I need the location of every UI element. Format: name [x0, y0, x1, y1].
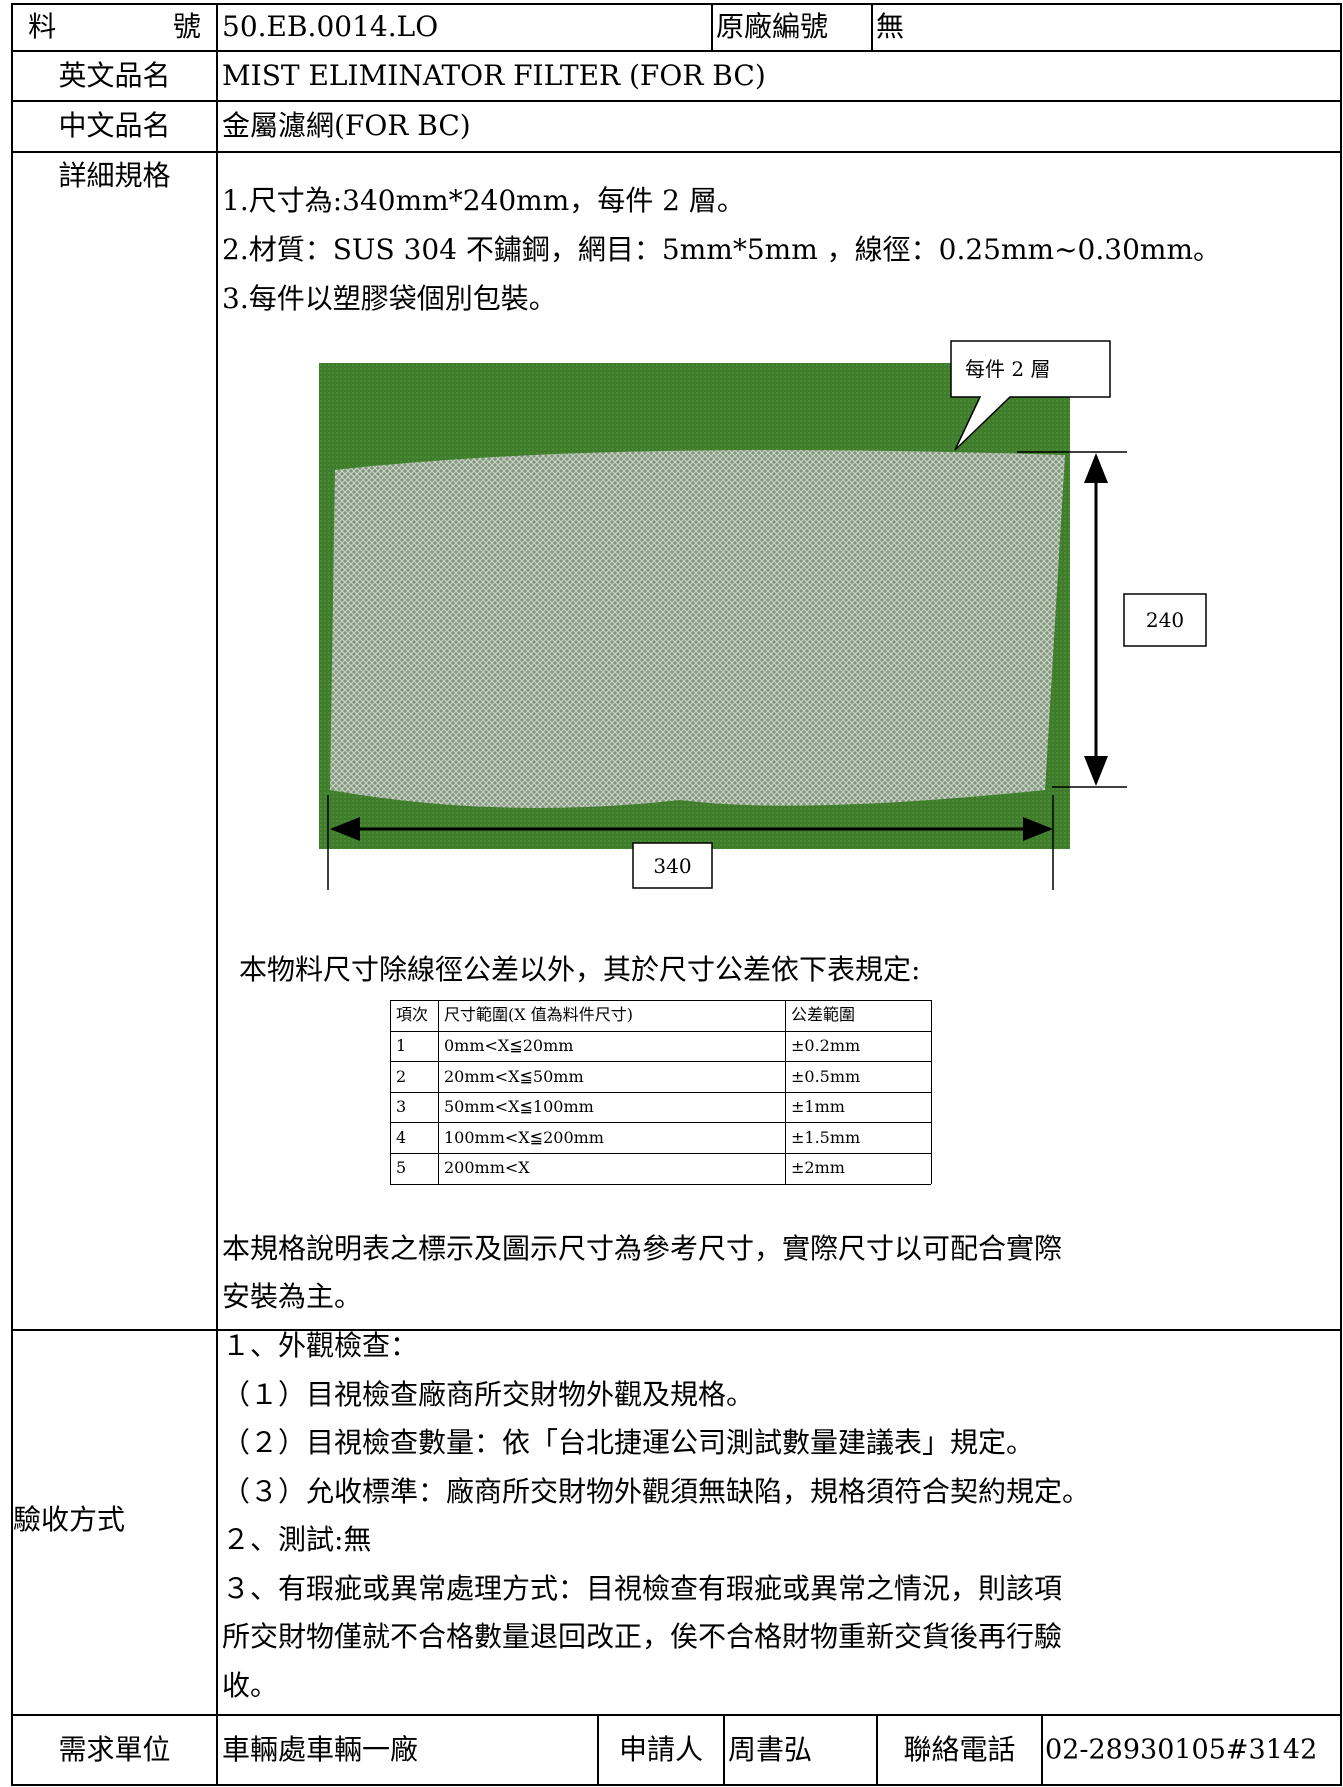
rule — [390, 1183, 931, 1185]
spec-line: 2.材質：SUS 304 不鏽鋼，網目：5mm*5mm ，線徑：0.25mm~0… — [222, 233, 1222, 266]
value: MIST ELIMINATOR FILTER (FOR BC) — [222, 59, 766, 92]
value: 周書弘 — [728, 1733, 813, 1766]
note: 安裝為主。 — [222, 1280, 363, 1313]
dimension-label: 340 — [653, 854, 692, 878]
rule — [11, 50, 1341, 52]
rule — [390, 1122, 931, 1124]
rule — [11, 1329, 1341, 1331]
value: 50.EB.0014.LO — [222, 10, 439, 43]
value: 02-28930105#3142 — [1045, 1734, 1318, 1766]
rule — [785, 1000, 786, 1184]
rule — [723, 1714, 725, 1786]
rule — [11, 3, 13, 1786]
acceptance-line: （２）目視檢查數量：依「台北捷運公司測試數量建議表」規定。 — [222, 1426, 1035, 1459]
label: 原廠編號 — [716, 10, 829, 43]
table-cell: 2 — [396, 1066, 407, 1086]
rule — [11, 1784, 1341, 1786]
text: 本物料尺寸除線徑公差以外，其於尺寸公差依下表規定: — [239, 953, 921, 986]
acceptance-line: ３、有瑕疵或異常處理方式：目視檢查有瑕疵或異常之情況，則該項 — [222, 1571, 1063, 1605]
spec-line: 3.每件以塑膠袋個別包裝。 — [222, 282, 557, 315]
rule — [711, 3, 713, 50]
label: 詳細規格 — [58, 159, 171, 192]
rule — [11, 100, 1341, 102]
rule — [597, 1714, 599, 1786]
table-header: 尺寸範圍(X 值為料件尺寸) — [444, 1005, 633, 1025]
table-cell: 100mm<X≦200mm — [444, 1127, 604, 1147]
label: 申請人 — [618, 1733, 703, 1766]
value: 車輛處車輛一廠 — [222, 1733, 419, 1766]
rule — [11, 1714, 1341, 1716]
acceptance-line: 所交財物僅就不合格數量退回改正，俟不合格財物重新交貨後再行驗 — [222, 1620, 1063, 1653]
table-cell: ±0.5mm — [791, 1066, 861, 1086]
table-cell: ±1mm — [791, 1097, 845, 1117]
table-cell: 4 — [396, 1127, 407, 1147]
table-cell: 200mm<X — [444, 1158, 530, 1178]
label: 料 號 — [28, 10, 201, 43]
acceptance-line: １、外觀檢查： — [222, 1329, 419, 1362]
table-cell: ±2mm — [791, 1158, 845, 1178]
value: 金屬濾網(FOR BC) — [222, 109, 471, 142]
dimension-label: 240 — [1145, 608, 1185, 632]
label: 驗收方式 — [13, 1503, 126, 1536]
rule — [438, 1000, 439, 1184]
rule — [390, 1153, 931, 1154]
value: 無 — [876, 10, 905, 43]
table-cell: 0mm<X≦20mm — [444, 1035, 574, 1055]
rule — [876, 1714, 878, 1786]
table-cell: 5 — [396, 1158, 407, 1178]
rule — [216, 3, 218, 1786]
table-cell: 20mm<X≦50mm — [444, 1066, 584, 1086]
label: 聯絡電話 — [903, 1733, 1016, 1766]
rule — [1340, 3, 1342, 1786]
table-cell: 50mm<X≦100mm — [444, 1097, 594, 1117]
rule — [931, 1000, 932, 1184]
table-header: 公差範圍 — [791, 1005, 856, 1025]
table-cell: 3 — [396, 1097, 407, 1117]
rule — [11, 3, 1341, 5]
rule — [390, 1030, 931, 1032]
rule — [390, 1091, 931, 1093]
table-cell: ±0.2mm — [791, 1035, 861, 1055]
rule — [871, 3, 873, 50]
rule — [11, 151, 1341, 153]
table-cell: 1 — [396, 1035, 407, 1055]
acceptance-line: ２、測試:無 — [222, 1523, 372, 1556]
label: 中文品名 — [58, 109, 171, 142]
rule — [390, 1000, 391, 1184]
spec-line: 1.尺寸為:340mm*240mm，每件 2 層。 — [222, 184, 745, 217]
table-cell: ±1.5mm — [791, 1127, 861, 1147]
acceptance-line: （３）允收標準：廠商所交財物外觀須無缺陷，規格須符合契約規定。 — [222, 1474, 1091, 1508]
rule — [390, 1061, 931, 1063]
acceptance-line: 收。 — [222, 1668, 279, 1702]
acceptance-line: （１）目視檢查廠商所交財物外觀及規格。 — [222, 1377, 755, 1411]
label: 英文品名 — [58, 59, 171, 92]
table-header: 項次 — [396, 1005, 429, 1025]
rule — [1041, 1714, 1043, 1786]
callout: 每件 2 層 — [965, 357, 1051, 381]
note: 本規格說明表之標示及圖示尺寸為參考尺寸，實際尺寸以可配合實際 — [222, 1232, 1063, 1265]
label: 需求單位 — [58, 1733, 171, 1766]
rule — [390, 1000, 931, 1001]
